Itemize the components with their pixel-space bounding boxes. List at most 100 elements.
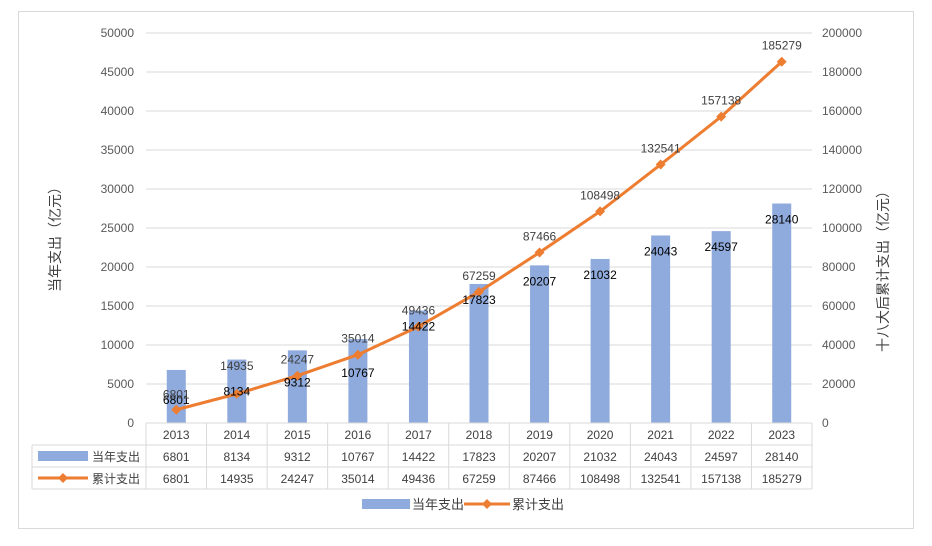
line-value-label: 108498: [580, 188, 620, 202]
y-tick-label-right: 80000: [822, 260, 856, 274]
table-cell: 9312: [284, 450, 311, 464]
table-cell: 185279: [762, 472, 802, 486]
x-tick-label: 2023: [768, 428, 795, 442]
table-cell: 6801: [163, 450, 190, 464]
line-value-label: 49436: [402, 304, 436, 318]
line-marker: [292, 370, 303, 381]
line-value-label: 24247: [281, 353, 315, 367]
x-tick-label: 2019: [526, 428, 553, 442]
x-tick-label: 2020: [587, 428, 614, 442]
table-cell: 28140: [765, 450, 799, 464]
y-tick-label-left: 10000: [101, 338, 135, 352]
bar: [590, 258, 610, 423]
table-cell: 6801: [163, 472, 190, 486]
y-tick-label-left: 45000: [101, 65, 135, 79]
table-cell: 21032: [583, 450, 617, 464]
bar-value-label: 21032: [583, 268, 617, 282]
bar-series: [166, 203, 792, 423]
x-tick-label: 2016: [345, 428, 372, 442]
bar: [711, 231, 731, 423]
table-cell: 49436: [402, 472, 436, 486]
y-tick-label-left: 15000: [101, 299, 135, 313]
line-value-label: 185279: [762, 39, 802, 53]
y-tick-label-right: 160000: [822, 104, 862, 118]
table-cell: 132541: [641, 472, 681, 486]
bar: [530, 265, 550, 423]
y-tick-label-right: 180000: [822, 65, 862, 79]
table-cell: 157138: [701, 472, 741, 486]
data-labels: 6801 8134 9312 10767 14422 17823 20207 21032 240…: [163, 39, 802, 407]
y-axis-right-ticks: 0 20000 40000 60000 80000 100000 120000 140000 1…: [822, 26, 862, 430]
line-series: [171, 56, 787, 415]
table-row-header: 当年支出: [92, 450, 140, 464]
bar: [348, 339, 368, 423]
line-value-label: 35014: [341, 332, 375, 346]
table-key-marker: [58, 473, 68, 483]
bar-value-label: 9312: [284, 375, 311, 389]
table-cell: 67259: [462, 472, 496, 486]
line-marker: [655, 159, 666, 170]
bar-value-label: 6801: [163, 393, 190, 407]
table-row-header: 累计支出: [92, 472, 140, 486]
bar-value-label: 24043: [644, 244, 678, 258]
y-tick-label-left: 25000: [101, 221, 135, 235]
line-marker: [716, 111, 727, 122]
y-tick-label-left: 40000: [101, 104, 135, 118]
y-tick-label-right: 40000: [822, 338, 856, 352]
line-marker: [534, 247, 545, 258]
y-tick-label-left: 50000: [101, 26, 135, 40]
gridlines: [146, 32, 812, 385]
table-cell: 14422: [402, 450, 436, 464]
y-tick-label-right: 60000: [822, 299, 856, 313]
line-marker: [776, 56, 787, 67]
bar: [408, 310, 428, 423]
y-tick-label-left: 20000: [101, 260, 135, 274]
bar: [651, 235, 671, 423]
x-tick-label: 2022: [708, 428, 735, 442]
y-tick-label-left: 35000: [101, 143, 135, 157]
x-tick-label: 2018: [466, 428, 493, 442]
y-tick-label-left: 0: [127, 416, 134, 430]
table-cell: 24247: [281, 472, 315, 486]
line-marker: [352, 349, 363, 360]
bar-value-label: 8134: [223, 385, 250, 399]
y-axis-left-title: 当年支出（亿元）: [48, 180, 64, 292]
legend-marker: [482, 499, 492, 509]
y-tick-label-right: 140000: [822, 143, 862, 157]
table-key-bar: [38, 451, 88, 461]
y-axis-left-ticks: 0 5000 10000 15000 20000 25000 30000 35000 40000…: [101, 26, 135, 430]
legend-label: 累计支出: [512, 498, 564, 513]
bar-value-label: 28140: [765, 213, 799, 227]
legend-swatch-bar: [362, 499, 410, 509]
bar-value-label: 20207: [523, 274, 557, 288]
bar: [287, 350, 307, 423]
line-value-label: 6801: [163, 388, 190, 402]
y-tick-label-left: 5000: [107, 377, 134, 391]
x-tick-label: 2021: [647, 428, 674, 442]
table-cell: 20207: [523, 450, 557, 464]
line-marker: [231, 388, 242, 399]
x-tick-label: 2013: [163, 428, 190, 442]
line-marker: [474, 286, 484, 297]
y-axis-right-title: 十八大后累计支出（亿元）: [876, 184, 892, 352]
x-tick-label: 2014: [223, 428, 250, 442]
y-tick-label-left: 30000: [101, 182, 135, 196]
y-tick-label-right: 0: [822, 416, 829, 430]
x-tick-label: 2015: [284, 428, 311, 442]
bar: [469, 283, 489, 423]
table-cell: 108498: [580, 472, 620, 486]
bar-value-label: 17823: [462, 293, 496, 307]
table-cell: 14935: [220, 472, 254, 486]
legend-label: 当年支出: [412, 498, 464, 513]
y-tick-label-right: 200000: [822, 26, 862, 40]
bar: [772, 203, 792, 423]
bar-value-label: 10767: [341, 366, 375, 380]
bar-value-label: 14422: [402, 320, 436, 334]
table-cell: 8134: [223, 450, 250, 464]
bar-value-label: 24597: [704, 240, 738, 254]
table-cell: 10767: [341, 450, 375, 464]
table-cell: 24043: [644, 450, 678, 464]
line-value-label: 14935: [220, 359, 254, 373]
line-marker: [595, 206, 606, 217]
